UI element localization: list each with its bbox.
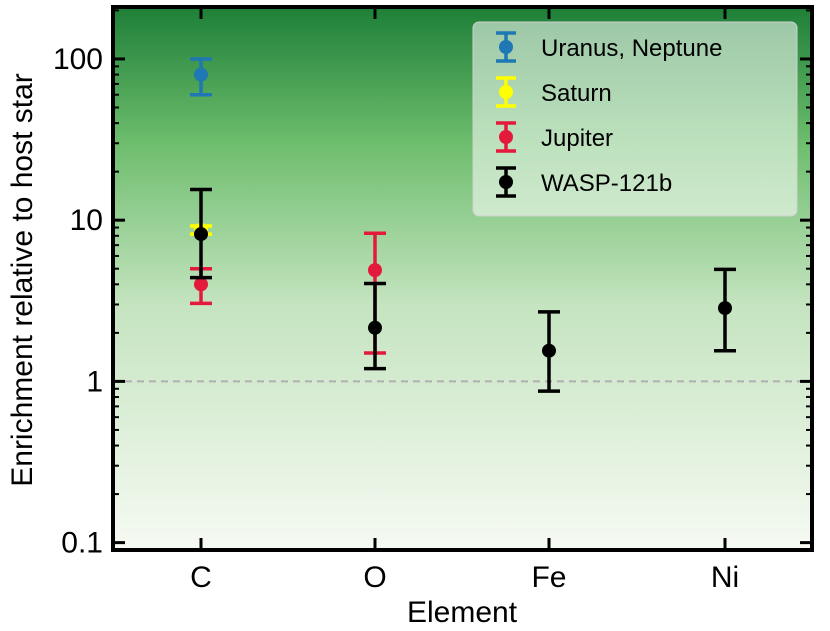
wasp-121b-point bbox=[368, 320, 382, 335]
legend-marker-point bbox=[499, 175, 513, 189]
wasp-121b-point bbox=[718, 301, 732, 316]
data-marks bbox=[190, 57, 736, 393]
x-tick-label: Ni bbox=[711, 561, 739, 594]
x-axis-title: Element bbox=[407, 596, 518, 629]
legend-item-jupiter: Jupiter bbox=[496, 121, 613, 153]
plot-frame bbox=[111, 5, 814, 552]
legend: Uranus, Neptune Saturn Jupiter WASP-121b bbox=[472, 21, 798, 217]
legend-label: WASP-121b bbox=[541, 170, 672, 197]
wasp-121b-point-group bbox=[190, 187, 212, 280]
legend-label: Uranus, Neptune bbox=[541, 35, 722, 62]
wasp-121b-point-group bbox=[364, 281, 386, 371]
jupiter-point bbox=[368, 263, 382, 278]
axis-ticks: 0.1 1 10 100 C O Fe Ni bbox=[53, 7, 812, 594]
jupiter-point bbox=[194, 277, 208, 292]
x-tick-label: C bbox=[190, 561, 212, 594]
uranus-neptune-point bbox=[194, 67, 208, 82]
legend-item-saturn: Saturn bbox=[496, 76, 612, 108]
legend-marker-point bbox=[499, 130, 513, 144]
legend-marker-point bbox=[499, 40, 513, 54]
wasp-121b-point-group bbox=[714, 267, 736, 353]
y-tick-label: 100 bbox=[53, 43, 103, 76]
wasp-121b-point bbox=[194, 227, 208, 242]
legend-label: Jupiter bbox=[541, 125, 613, 152]
legend-item-wasp-121b: WASP-121b bbox=[496, 166, 672, 198]
legend-frame bbox=[472, 21, 798, 217]
wasp-121b-point bbox=[542, 343, 556, 358]
uranus-neptune-point-group bbox=[190, 57, 212, 97]
legend-marker-point bbox=[499, 85, 513, 99]
y-tick-label: 1 bbox=[86, 365, 103, 398]
y-tick-label: 0.1 bbox=[61, 527, 103, 560]
x-tick-label: O bbox=[363, 561, 386, 594]
legend-items: Uranus, Neptune Saturn Jupiter WASP-121b bbox=[496, 31, 722, 198]
y-tick-label: 10 bbox=[70, 204, 103, 237]
x-tick-label: Fe bbox=[531, 561, 566, 594]
y-axis-title: Enrichment relative to host star bbox=[6, 73, 39, 487]
wasp-121b-point-group bbox=[538, 310, 560, 393]
legend-item-uranus-neptune: Uranus, Neptune bbox=[496, 31, 722, 63]
legend-label: Saturn bbox=[541, 80, 612, 107]
